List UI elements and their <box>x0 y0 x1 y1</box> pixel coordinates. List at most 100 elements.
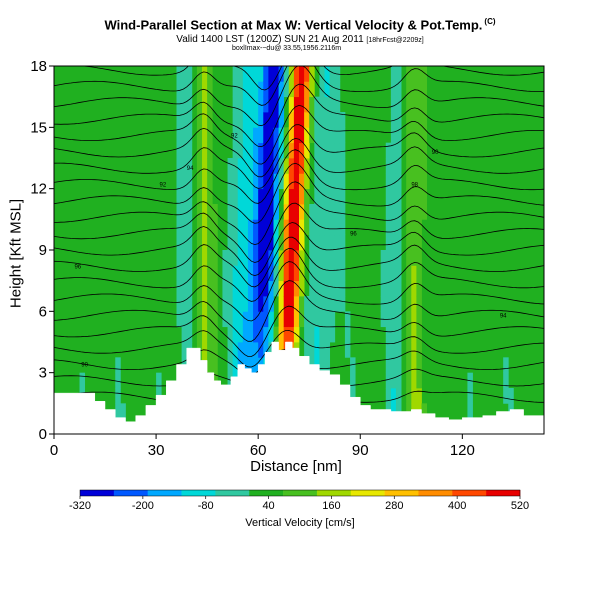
velocity-cell <box>232 280 239 297</box>
velocity-cell <box>283 158 290 174</box>
velocity-cell <box>390 112 397 128</box>
colorbar-segment <box>215 490 250 496</box>
velocity-cell <box>324 234 331 251</box>
velocity-cell <box>416 311 422 328</box>
velocity-cell <box>268 96 274 113</box>
velocity-cell <box>283 296 290 312</box>
velocity-cell <box>196 250 203 266</box>
velocity-cell <box>196 311 203 328</box>
velocity-cell <box>406 311 412 328</box>
velocity-cell <box>207 265 213 282</box>
velocity-cell <box>416 265 422 282</box>
velocity-cell <box>232 250 239 266</box>
velocity-cell <box>288 81 295 98</box>
velocity-cell <box>416 388 422 404</box>
velocity-cell <box>416 219 422 236</box>
velocity-cell <box>202 158 208 174</box>
velocity-cell <box>242 280 249 297</box>
velocity-cell <box>227 188 234 205</box>
velocity-cell <box>156 372 162 389</box>
colorbar-tick-label: -320 <box>69 500 91 512</box>
velocity-cell <box>406 173 412 190</box>
velocity-cell <box>385 388 392 404</box>
velocity-cell <box>253 357 259 374</box>
velocity-cell <box>196 112 203 128</box>
velocity-cell <box>242 265 249 282</box>
velocity-cell <box>232 311 239 328</box>
velocity-cell <box>227 342 234 358</box>
velocity-cell <box>324 204 331 220</box>
velocity-cell <box>406 403 412 420</box>
velocity-cell <box>227 372 234 389</box>
velocity-cell <box>273 142 279 159</box>
velocity-cell <box>406 388 412 404</box>
velocity-cell <box>395 280 402 297</box>
velocity-cell <box>273 127 279 144</box>
isotherm-line <box>54 104 544 165</box>
velocity-cell <box>237 81 244 98</box>
velocity-cell <box>247 158 254 174</box>
velocity-cell <box>253 173 259 190</box>
velocity-cell <box>227 204 234 220</box>
x-tick-label: 120 <box>450 442 475 459</box>
velocity-cell <box>196 173 203 190</box>
velocity-cell <box>309 219 315 236</box>
velocity-cell <box>329 81 336 98</box>
velocity-cell <box>385 372 392 389</box>
chart-title-badge: (C) <box>484 17 496 26</box>
isotherm-line <box>54 162 544 224</box>
velocity-cell <box>334 280 341 297</box>
velocity-cell <box>186 311 193 328</box>
velocity-cell <box>253 81 259 98</box>
velocity-cell <box>242 250 249 266</box>
velocity-cell <box>268 204 274 220</box>
velocity-cell <box>186 81 193 98</box>
velocity-cell <box>268 342 274 358</box>
velocity-cell <box>329 158 336 174</box>
velocity-cell <box>273 66 279 82</box>
velocity-cell <box>258 342 264 358</box>
velocity-cell <box>237 326 244 343</box>
velocity-cell <box>278 280 285 297</box>
velocity-cell <box>293 296 300 312</box>
velocity-cell <box>278 96 285 113</box>
velocity-cell <box>237 66 244 82</box>
velocity-cell <box>242 204 249 220</box>
velocity-cell <box>196 265 203 282</box>
velocity-cell <box>247 142 254 159</box>
velocity-cell <box>299 250 305 266</box>
isotherm-line <box>54 261 544 322</box>
velocity-cell <box>395 219 402 236</box>
velocity-cell <box>319 66 325 82</box>
velocity-cell <box>395 142 402 159</box>
velocity-cell <box>212 357 218 374</box>
velocity-cell <box>299 219 305 236</box>
velocity-cell <box>319 296 325 312</box>
velocity-cell <box>268 296 274 312</box>
velocity-cell <box>253 280 259 297</box>
velocity-cell <box>242 357 249 374</box>
colorbar: -320 -200 -80 40 160 280 400 520 <box>69 489 529 512</box>
colorbar-tick-label: 40 <box>262 500 274 512</box>
velocity-cell <box>120 403 126 420</box>
isotherm-label: 92 <box>160 183 167 189</box>
velocity-cell <box>176 234 183 251</box>
velocity-cell <box>242 326 249 343</box>
velocity-cell <box>385 234 392 251</box>
velocity-cell <box>344 326 351 343</box>
velocity-cell <box>212 296 218 312</box>
velocity-cell <box>324 219 331 236</box>
velocity-cell <box>196 158 203 174</box>
velocity-cell <box>324 265 331 282</box>
velocity-cell <box>283 326 290 343</box>
velocity-cell <box>258 250 264 266</box>
velocity-cell <box>283 188 290 205</box>
velocity-cell <box>283 250 290 266</box>
y-tick-label: 18 <box>30 58 47 75</box>
velocity-cell <box>390 342 397 358</box>
velocity-cell <box>186 96 193 113</box>
velocity-cell <box>258 234 264 251</box>
isotherm-label: 98 <box>411 183 418 189</box>
velocity-cell <box>227 250 234 266</box>
velocity-cell <box>339 234 346 251</box>
